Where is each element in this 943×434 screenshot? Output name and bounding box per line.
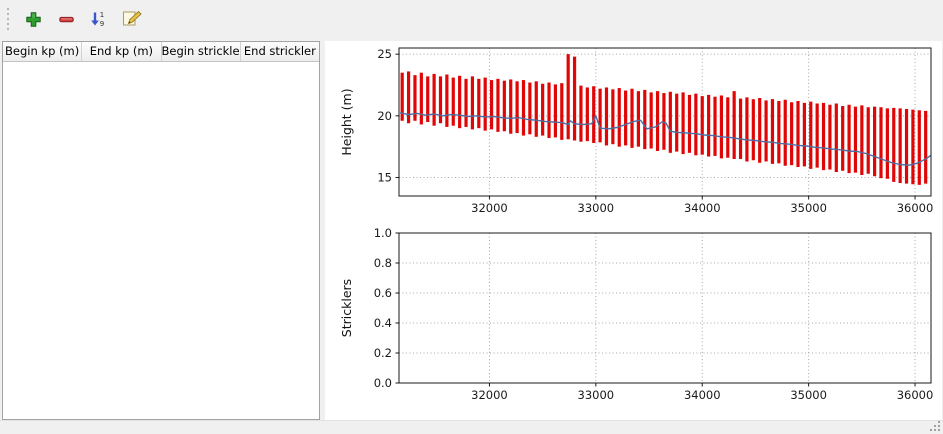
svg-text:32000: 32000 <box>471 388 508 402</box>
status-bar <box>0 420 943 434</box>
svg-text:33000: 33000 <box>578 388 615 402</box>
svg-text:0.2: 0.2 <box>374 346 392 360</box>
column-header-end-strickler[interactable]: End strickler <box>240 42 319 62</box>
minus-icon <box>58 16 74 22</box>
svg-text:9: 9 <box>100 20 104 28</box>
stricklers-chart: 32000 33000 34000 35000 36000 0.0 0.2 0.4 0.6 0.8… <box>325 224 942 420</box>
edit-button[interactable] <box>118 5 146 33</box>
edit-pencil-icon <box>123 10 142 26</box>
column-header-end-kp[interactable]: End kp (m) <box>82 42 162 62</box>
range-bars-series <box>400 54 928 185</box>
svg-text:34000: 34000 <box>684 201 721 215</box>
svg-text:34000: 34000 <box>684 388 721 402</box>
sort-numeric-button[interactable]: 1 9 <box>85 5 113 33</box>
svg-text:36000: 36000 <box>897 201 934 215</box>
svg-text:20: 20 <box>377 109 392 123</box>
svg-text:0.0: 0.0 <box>374 376 392 390</box>
add-row-button[interactable] <box>19 5 47 33</box>
axis-ticks: 32000 33000 34000 35000 36000 15 20 25 <box>377 47 933 215</box>
axes-frame <box>398 47 932 197</box>
strickler-table: Begin kp (m) End kp (m) Begin strickler … <box>2 41 320 420</box>
column-header-begin-kp[interactable]: Begin kp (m) <box>3 42 83 62</box>
height-chart-canvas: 32000 33000 34000 35000 36000 15 20 25 Height (m… <box>339 47 933 215</box>
column-header-begin-strickler[interactable]: Begin strickler <box>161 42 241 62</box>
svg-text:0.6: 0.6 <box>374 286 392 300</box>
svg-text:33000: 33000 <box>578 201 615 215</box>
svg-text:35000: 35000 <box>790 201 827 215</box>
plus-icon <box>25 11 41 27</box>
sort-numeric-icon: 1 9 <box>91 11 104 28</box>
svg-text:0.8: 0.8 <box>374 256 392 270</box>
table-header-row: Begin kp (m) End kp (m) Begin strickler … <box>3 42 319 62</box>
plot-area <box>399 233 931 383</box>
axes-frame <box>398 232 932 384</box>
toolbar-drag-handle[interactable] <box>5 8 11 30</box>
svg-text:15: 15 <box>377 171 392 185</box>
svg-text:36000: 36000 <box>897 388 934 402</box>
svg-text:1.0: 1.0 <box>374 226 392 240</box>
svg-text:35000: 35000 <box>790 388 827 402</box>
stricklers-chart-canvas: 32000 33000 34000 35000 36000 0.0 0.2 0.4 0.6 0.8… <box>339 226 934 402</box>
table-body-empty[interactable] <box>3 62 319 419</box>
svg-text:32000: 32000 <box>471 201 508 215</box>
svg-text:0.4: 0.4 <box>374 316 392 330</box>
y-axis-label: Stricklers <box>339 279 354 337</box>
y-axis-label: Height (m) <box>339 88 354 155</box>
toolbar: 1 9 <box>0 0 943 38</box>
axis-ticks: 32000 33000 34000 35000 36000 0.0 0.2 0.4 0.6 0.8… <box>374 226 934 402</box>
remove-row-button[interactable] <box>52 5 80 33</box>
charts-panel: 32000 33000 34000 35000 36000 15 20 25 Height (m… <box>325 41 942 420</box>
svg-text:25: 25 <box>377 47 392 61</box>
svg-text:1: 1 <box>100 11 104 19</box>
height-chart: 32000 33000 34000 35000 36000 15 20 25 Height (m… <box>325 41 942 224</box>
resize-grip[interactable] <box>929 420 942 433</box>
mean-height-line <box>399 112 932 166</box>
